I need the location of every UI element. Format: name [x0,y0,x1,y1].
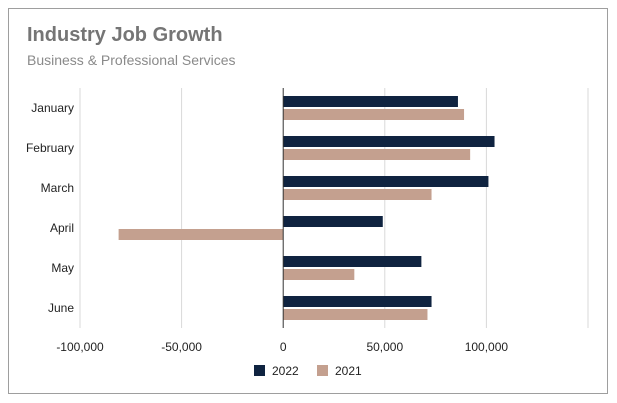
x-tick-label: 0 [280,340,287,354]
bar-2021-may [283,269,355,280]
gridlines [79,88,589,328]
legend-label-2022: 2022 [272,364,299,378]
legend-swatch-2021 [317,365,328,376]
chart-frame [8,8,608,394]
legend-swatch-2022 [254,365,265,376]
category-label: January [31,101,74,115]
bar-2021-april [118,229,284,240]
category-label: February [26,141,74,155]
x-tick-label: 50,000 [366,340,403,354]
bar-2021-june [283,309,428,320]
bar-2021-february [283,149,471,160]
legend-label-2021: 2021 [335,364,362,378]
bars-group [118,96,495,320]
category-label: April [50,221,74,235]
bar-2021-january [283,109,465,120]
bar-2022-june [283,296,432,307]
bar-2022-february [283,136,495,147]
legend: 2022 2021 [254,364,362,378]
chart-subtitle: Business & Professional Services [27,52,236,68]
chart-title: Industry Job Growth [27,24,223,46]
category-label: March [41,181,74,195]
bar-2021-march [283,189,432,200]
x-tick-label: -100,000 [56,340,104,354]
x-tick-label: -50,000 [161,340,202,354]
bar-2022-january [283,96,458,107]
category-label: June [48,301,74,315]
bar-2022-april [283,216,383,227]
x-tick-labels: -100,000 -50,000 0 50,000 100,000 [56,340,508,354]
category-labels: January February March April May June [26,101,74,315]
x-tick-label: 100,000 [465,340,509,354]
bar-2022-may [283,256,422,267]
category-label: May [51,261,74,275]
bar-2022-march [283,176,489,187]
